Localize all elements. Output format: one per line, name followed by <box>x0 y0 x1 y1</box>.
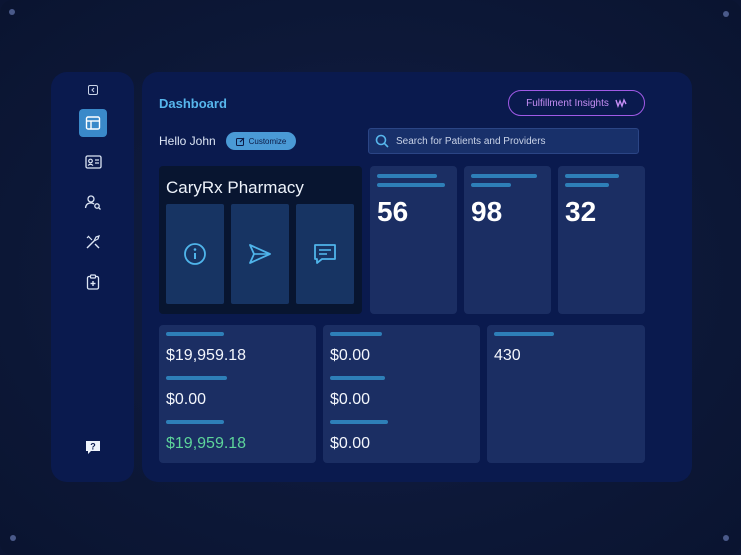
stat-card: 56 <box>370 166 457 314</box>
stat-value: 32 <box>565 196 597 227</box>
stat-label-bar <box>377 183 445 187</box>
stat-label-bar <box>377 174 437 178</box>
finance-value: $19,959.18 <box>166 435 247 452</box>
corner-dot <box>723 535 729 541</box>
finance-label-bar <box>330 420 388 424</box>
fulfillment-insights-button[interactable]: Fulfillment Insights <box>508 90 645 116</box>
message-icon <box>314 244 336 264</box>
finance-label-bar <box>166 376 227 380</box>
pharmacy-card: CaryRx Pharmacy <box>159 166 362 314</box>
stat-label-bar <box>565 183 609 187</box>
finance-label-bar <box>166 420 224 424</box>
finance-label-bar <box>166 332 224 336</box>
search-bar <box>368 128 639 154</box>
search-icon <box>375 134 389 148</box>
finance-value: $0.00 <box>330 391 371 408</box>
main-panel: Dashboard Fulfillment Insights Hello Joh… <box>142 72 692 482</box>
pharmacy-name: CaryRx Pharmacy <box>166 178 304 197</box>
pharmacy-message-button[interactable] <box>296 204 354 304</box>
finance-card: $0.00 $0.00 $0.00 <box>323 325 480 463</box>
stat-label-bar <box>565 174 619 178</box>
sidebar-item-orders[interactable] <box>79 268 107 296</box>
help-icon: ? <box>86 441 100 454</box>
insights-icon <box>615 98 627 108</box>
help-button[interactable]: ? <box>79 433 107 461</box>
pharmacy-info-button[interactable] <box>166 204 224 304</box>
tools-icon <box>86 235 100 249</box>
fulfillment-insights-label: Fulfillment Insights <box>526 97 609 109</box>
search-input[interactable] <box>396 135 626 147</box>
stat-label-bar <box>471 174 537 178</box>
customize-button[interactable]: Customize <box>226 132 296 150</box>
stat-card: 32 <box>558 166 645 314</box>
greeting: Hello John <box>159 134 216 148</box>
customize-label: Customize <box>248 136 287 146</box>
finance-label-bar <box>330 376 385 380</box>
collapse-sidebar-button[interactable] <box>85 82 101 98</box>
user-search-icon <box>84 195 101 210</box>
finance-card: $19,959.18 $0.00 $19,959.18 <box>159 325 316 463</box>
dashboard-icon <box>85 116 101 130</box>
corner-dot <box>10 535 16 541</box>
stat-value: 98 <box>471 196 503 227</box>
corner-dot <box>9 9 15 15</box>
page-title: Dashboard <box>159 96 227 111</box>
collapse-icon <box>88 85 98 95</box>
stat-card: 98 <box>464 166 551 314</box>
finance-label-bar <box>330 332 382 336</box>
info-icon <box>184 243 206 265</box>
finance-value: $0.00 <box>330 347 371 364</box>
stat-label-bar <box>471 183 511 187</box>
pharmacy-send-button[interactable] <box>231 204 289 304</box>
finance-value: $19,959.18 <box>166 347 247 364</box>
corner-dot <box>723 11 729 17</box>
sidebar-item-patients[interactable] <box>79 148 107 176</box>
finance-label-bar <box>494 332 554 336</box>
sidebar-item-tools[interactable] <box>79 228 107 256</box>
sidebar: ? <box>51 72 134 482</box>
stat-value: 56 <box>377 196 409 227</box>
sidebar-item-providers[interactable] <box>79 188 107 216</box>
finance-card: 430 <box>487 325 645 463</box>
svg-text:?: ? <box>90 442 96 452</box>
send-icon <box>249 244 271 264</box>
finance-value: $0.00 <box>330 435 371 452</box>
edit-icon <box>235 137 245 146</box>
clipboard-icon <box>86 274 100 290</box>
finance-value: 430 <box>494 347 521 364</box>
id-card-icon <box>84 155 102 169</box>
finance-value: $0.00 <box>166 391 207 408</box>
sidebar-item-dashboard[interactable] <box>79 109 107 137</box>
